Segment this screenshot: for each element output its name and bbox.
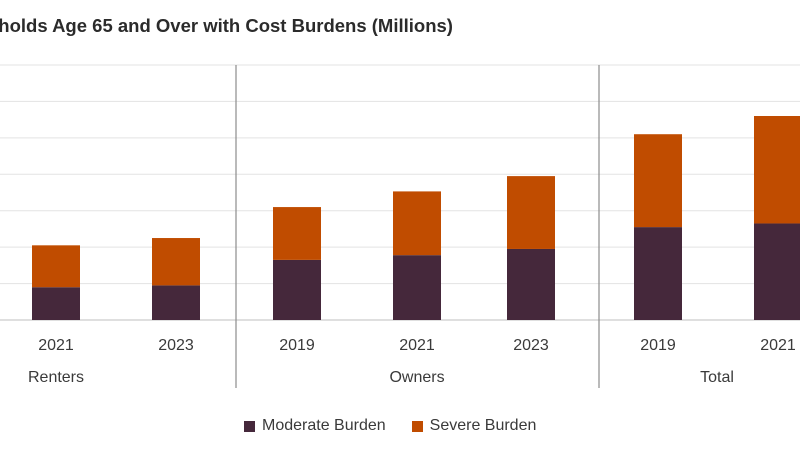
bar-severe-burden xyxy=(634,134,682,228)
x-tick-label: 2019 xyxy=(279,337,315,354)
x-tick-label: 2023 xyxy=(513,337,549,354)
legend-item-moderate: Moderate Burden xyxy=(244,417,386,435)
bar-severe-burden xyxy=(754,116,800,224)
group-label: Owners xyxy=(389,369,444,386)
bar-moderate-burden xyxy=(273,259,321,320)
group-label: Renters xyxy=(28,369,84,386)
legend-swatch-severe xyxy=(411,420,423,432)
bar-moderate-burden xyxy=(754,223,800,320)
x-tick-label: 2023 xyxy=(158,337,194,354)
bar-severe-burden xyxy=(32,245,80,288)
bar-moderate-burden xyxy=(634,227,682,320)
bar-severe-burden xyxy=(152,238,200,286)
legend-item-severe: Severe Burden xyxy=(411,417,537,435)
x-tick-label: 2021 xyxy=(38,337,74,354)
chart-title: eholds Age 65 and Over with Cost Burdens… xyxy=(0,15,453,36)
x-tick-label: 2019 xyxy=(640,337,676,354)
bar-severe-burden xyxy=(393,191,441,256)
bar-moderate-burden xyxy=(152,285,200,320)
bar-severe-burden xyxy=(273,207,321,260)
bar-severe-burden xyxy=(507,176,555,249)
bar-moderate-burden xyxy=(32,287,80,320)
x-tick-label: 2021 xyxy=(760,337,796,354)
bar-moderate-burden xyxy=(393,255,441,320)
bar-moderate-burden xyxy=(507,248,555,320)
legend: Moderate Burden Severe Burden xyxy=(244,417,562,435)
legend-label-moderate: Moderate Burden xyxy=(262,417,386,434)
x-tick-label: 2021 xyxy=(399,337,435,354)
group-label: Total xyxy=(700,369,734,386)
legend-label-severe: Severe Burden xyxy=(429,417,537,434)
legend-swatch-moderate xyxy=(244,420,255,432)
